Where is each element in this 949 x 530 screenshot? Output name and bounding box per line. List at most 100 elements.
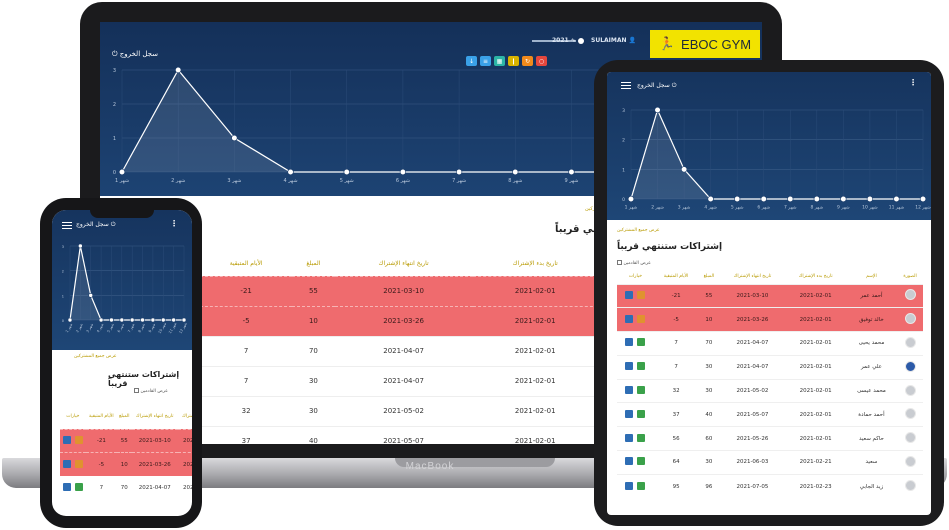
x-tick-label: شهر 3 bbox=[678, 205, 691, 211]
check-icon[interactable] bbox=[74, 482, 83, 491]
phone-breadcrumb[interactable]: عرض جميع المشتركين bbox=[74, 354, 117, 359]
edit-icon[interactable] bbox=[62, 459, 71, 468]
phone-toggle[interactable]: عرض القادمين bbox=[134, 388, 168, 394]
data-point bbox=[680, 166, 688, 173]
check-icon[interactable] bbox=[637, 457, 646, 466]
avatar[interactable] bbox=[904, 313, 916, 325]
avatar[interactable] bbox=[904, 336, 916, 348]
renew-icon[interactable] bbox=[74, 459, 83, 468]
year-selector[interactable] bbox=[532, 37, 585, 44]
x-tick-label: شهر 5 bbox=[106, 323, 114, 334]
col-name[interactable]: الإسم bbox=[866, 274, 877, 280]
edit-icon[interactable] bbox=[625, 386, 634, 395]
avatar[interactable] bbox=[904, 432, 916, 444]
menu-icon[interactable] bbox=[62, 222, 72, 229]
col-start-date[interactable]: تاريخ بدء الإشتراك bbox=[798, 274, 833, 280]
edit-icon[interactable] bbox=[625, 481, 634, 490]
name-cell: خالد توفيق bbox=[845, 307, 898, 332]
zoom-icon[interactable]: ≡ bbox=[480, 56, 491, 66]
edit-icon[interactable] bbox=[625, 338, 634, 347]
avatar[interactable] bbox=[904, 455, 916, 467]
avatar[interactable] bbox=[904, 360, 916, 372]
download-icon[interactable]: ↓ bbox=[466, 56, 477, 66]
refresh-icon[interactable]: ↻ bbox=[522, 56, 533, 66]
more-options-icon[interactable]: ⋮ bbox=[909, 78, 917, 87]
avatar[interactable] bbox=[904, 384, 916, 396]
bar-chart-icon[interactable]: ❙ bbox=[508, 56, 519, 66]
col-actions[interactable]: خيارات bbox=[66, 414, 80, 420]
check-icon[interactable] bbox=[637, 338, 646, 347]
table-row[interactable]: 95 96 2021-07-05 2021-02-23 زيد الجابي bbox=[617, 473, 923, 499]
edit-icon[interactable] bbox=[625, 290, 634, 299]
check-icon[interactable] bbox=[637, 386, 646, 395]
tablet-toggle[interactable]: عرض القادمين bbox=[617, 260, 651, 266]
col-amount[interactable]: المبلغ bbox=[306, 260, 321, 268]
edit-icon[interactable] bbox=[625, 433, 634, 442]
start-date-cell: 2021-02-01 bbox=[472, 395, 598, 426]
renew-icon[interactable] bbox=[637, 314, 646, 323]
renew-icon[interactable] bbox=[637, 290, 646, 299]
check-icon[interactable] bbox=[637, 409, 646, 418]
user-icon[interactable]: 👤 bbox=[628, 37, 637, 44]
user-name[interactable]: SULAIMAN bbox=[591, 37, 627, 44]
tablet-chart-title: سجل الخروج ⏻ bbox=[637, 82, 676, 90]
user-menu[interactable]: SULAIMAN 👤 bbox=[591, 37, 636, 44]
brand-logo[interactable]: 🏃 EBOC GYM bbox=[650, 30, 760, 58]
slider-track[interactable] bbox=[532, 39, 576, 42]
col-amount[interactable]: المبلغ bbox=[119, 414, 130, 420]
menu-icon[interactable] bbox=[621, 82, 631, 89]
col-amount[interactable]: المبلغ bbox=[703, 274, 715, 280]
check-icon[interactable] bbox=[637, 481, 646, 490]
renew-icon[interactable] bbox=[74, 435, 83, 444]
pulse-icon[interactable]: ∿ bbox=[570, 37, 576, 44]
checkbox-icon[interactable] bbox=[134, 388, 139, 393]
edit-icon[interactable] bbox=[625, 314, 634, 323]
end-date-cell: 2021-03-10 bbox=[334, 275, 473, 306]
check-icon[interactable] bbox=[637, 433, 646, 442]
col-actions[interactable]: خيارات bbox=[628, 274, 642, 280]
start-date-cell: 2021-02-01 bbox=[472, 365, 598, 396]
col-days-left[interactable]: الأيام المتبقية bbox=[229, 260, 263, 268]
amount-cell: 10 bbox=[116, 452, 132, 476]
col-days-left[interactable]: الأيام المتبقية bbox=[89, 414, 114, 420]
data-point bbox=[181, 317, 187, 323]
edit-icon[interactable] bbox=[62, 482, 71, 491]
col-end-date[interactable]: تاريخ انتهاء الإشتراك bbox=[378, 260, 429, 268]
end-date-cell: 2021-05-07 bbox=[719, 402, 786, 427]
col-start-date[interactable]: تاريخ بدء الإشتراك bbox=[181, 414, 192, 420]
edit-icon[interactable] bbox=[625, 409, 634, 418]
col-photo[interactable]: الصورة bbox=[903, 274, 917, 280]
table-icon[interactable]: ▦ bbox=[494, 56, 505, 66]
avatar[interactable] bbox=[904, 289, 916, 301]
edit-icon[interactable] bbox=[625, 362, 634, 371]
end-date-cell: 2021-05-07 bbox=[334, 425, 473, 444]
data-point bbox=[787, 195, 794, 203]
close-icon[interactable]: ○ bbox=[536, 56, 547, 66]
edit-icon[interactable] bbox=[625, 457, 634, 466]
table-row[interactable]: 7 70 2021-04-07 2021-02-01 bbox=[60, 476, 192, 500]
slider-knob[interactable] bbox=[578, 37, 585, 44]
avatar[interactable] bbox=[904, 480, 916, 492]
tablet-breadcrumb[interactable]: عرض جميع المشتركين bbox=[617, 228, 660, 233]
col-start-date[interactable]: تاريخ بدء الإشتراك bbox=[512, 260, 558, 268]
more-options-icon[interactable]: ⋮ bbox=[170, 219, 178, 228]
year-text: 2021 bbox=[552, 37, 569, 44]
table-row[interactable]: 64 30 2021-06-03 2021-02-21 سعيد bbox=[617, 450, 923, 475]
table-row[interactable]: 56 60 2021-05-26 2021-02-01 حاكم سعيد bbox=[617, 426, 923, 451]
col-days-left[interactable]: الأيام المتبقية bbox=[663, 274, 689, 280]
checkbox-icon[interactable] bbox=[617, 260, 622, 265]
avatar[interactable] bbox=[904, 408, 916, 420]
edit-icon[interactable] bbox=[62, 435, 71, 444]
actions-cell bbox=[617, 473, 654, 499]
check-icon[interactable] bbox=[637, 362, 646, 371]
col-end-date[interactable]: تاريخ انتهاء الإشتراك bbox=[135, 414, 174, 420]
col-end-date[interactable]: تاريخ انتهاء الإشتراك bbox=[733, 274, 772, 280]
